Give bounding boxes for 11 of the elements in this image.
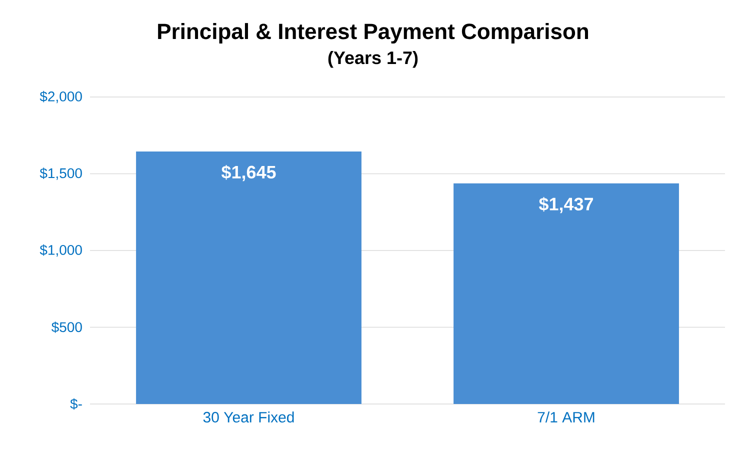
x-tick-label: 30 Year Fixed [203,412,294,423]
y-tick-label: $1,500 [40,168,82,180]
y-tick-label: $2,000 [40,90,82,104]
x-tick-label: 7/1 ARM [538,412,594,423]
data-label: $1,645 [221,165,276,182]
y-tick-label: $- [70,398,82,410]
y-tick-label: $1,000 [40,244,82,257]
data-label: $1,437 [538,196,593,214]
chart-title: Principal & Interest Payment Comparison [158,23,588,44]
chart-subtitle: (Years 1-7) [328,50,418,68]
y-tick-label: $500 [51,322,82,333]
